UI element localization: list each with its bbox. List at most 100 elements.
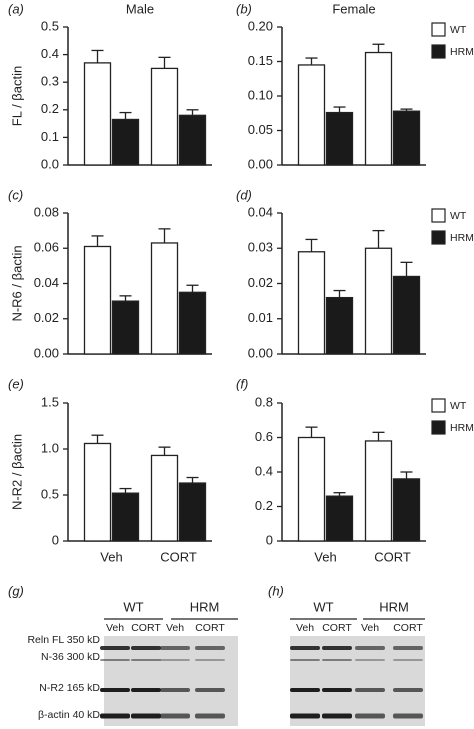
legend-swatch [431,44,446,59]
legend-label: HRM [450,422,474,434]
bar [297,251,326,355]
blot-band [100,646,130,650]
y-tick-label: 0.00 [248,156,273,171]
blot-background [104,636,238,726]
y-tick-label: 0.6 [255,429,273,444]
panel-label: (b) [236,1,252,16]
legend-label: WT [450,400,467,412]
bar [83,62,112,166]
blot-band [290,659,320,661]
bar [364,51,393,166]
legend-swatch [431,208,446,223]
y-tick-label: 0 [266,532,273,547]
bar [392,478,421,542]
y-tick-label: 0.2 [41,101,59,116]
y-tick-label: 0.20 [248,18,273,33]
bar [83,442,112,542]
panel-label: (g) [8,583,24,598]
blot-band [290,688,320,692]
y-tick-label: 0.5 [41,18,59,33]
bar [392,110,421,166]
lane-label: CORT [393,622,423,634]
y-tick-label: 0.4 [41,46,59,61]
bar [297,64,326,166]
legend-label: HRM [450,232,474,244]
group-label: HRM [379,599,409,614]
blot-band [131,713,161,719]
group-label: WT [123,599,143,614]
bar [325,495,354,542]
lane-label: CORT [131,622,161,634]
panel-label: (d) [236,187,252,202]
blot-band [393,659,423,661]
legend-swatch [431,420,446,435]
y-tick-label: 0.4 [255,463,273,478]
y-tick-label: 0.1 [41,129,59,144]
band-label: N-36 300 kD [41,651,100,663]
y-tick-label: 0.0 [41,156,59,171]
blot-band [322,646,352,650]
panel-label: (a) [8,1,24,16]
legend-label: WT [450,210,467,222]
band-label: β-actin 40 kD [38,709,100,721]
blot-band [160,688,190,692]
y-tick-label: 1.0 [41,440,59,455]
bar [297,436,326,542]
x-tick-label: Veh [100,549,122,564]
bar [111,492,140,542]
y-tick-label: 0.02 [34,310,59,325]
y-axis-label: FL / βactin [9,66,24,126]
lane-label: Veh [166,622,184,634]
y-tick-label: 0.10 [248,87,273,102]
blot-band [131,646,161,650]
blot-band [100,688,130,692]
blot-band [393,646,423,650]
blot-band [131,659,161,661]
bar [150,67,179,166]
blot-band [100,659,130,661]
blot-band [100,713,130,719]
blot-band [393,713,423,719]
panel-label: (c) [8,187,23,202]
lane-label: Veh [106,622,124,634]
bar [178,482,207,542]
y-tick-label: 0.01 [248,310,273,325]
group-label: WT [313,599,333,614]
lane-label: Veh [361,622,379,634]
bar [178,291,207,355]
bar [150,242,179,355]
panel-label: (f) [236,376,248,391]
y-tick-label: 0.8 [255,394,273,409]
bar [111,300,140,355]
y-tick-label: 0.04 [248,204,273,219]
y-tick-label: 0.5 [41,486,59,501]
x-tick-label: CORT [160,549,197,564]
blot-band [160,659,190,661]
y-tick-label: 0.3 [41,74,59,89]
blot-background [290,636,425,726]
blot-band [160,646,190,650]
legend-swatch [431,22,446,37]
blot-band [322,659,352,661]
bar [392,275,421,355]
bar [325,111,354,166]
chart-title: Female [332,1,375,16]
blot-band [195,713,225,719]
blot-band [393,688,423,692]
blot-band [290,646,320,650]
blot-band [195,646,225,650]
x-tick-label: CORT [374,549,411,564]
bar [178,114,207,166]
bar [150,454,179,542]
group-label: HRM [190,599,220,614]
y-tick-label: 0 [52,532,59,547]
y-tick-label: 0.00 [248,345,273,360]
bar [364,247,393,355]
y-tick-label: 0.08 [34,204,59,219]
blot-band [355,713,385,719]
y-tick-label: 0.05 [248,122,273,137]
bar [325,296,354,355]
y-tick-label: 0.02 [248,275,273,290]
band-label: N-R2 165 kD [39,682,100,694]
